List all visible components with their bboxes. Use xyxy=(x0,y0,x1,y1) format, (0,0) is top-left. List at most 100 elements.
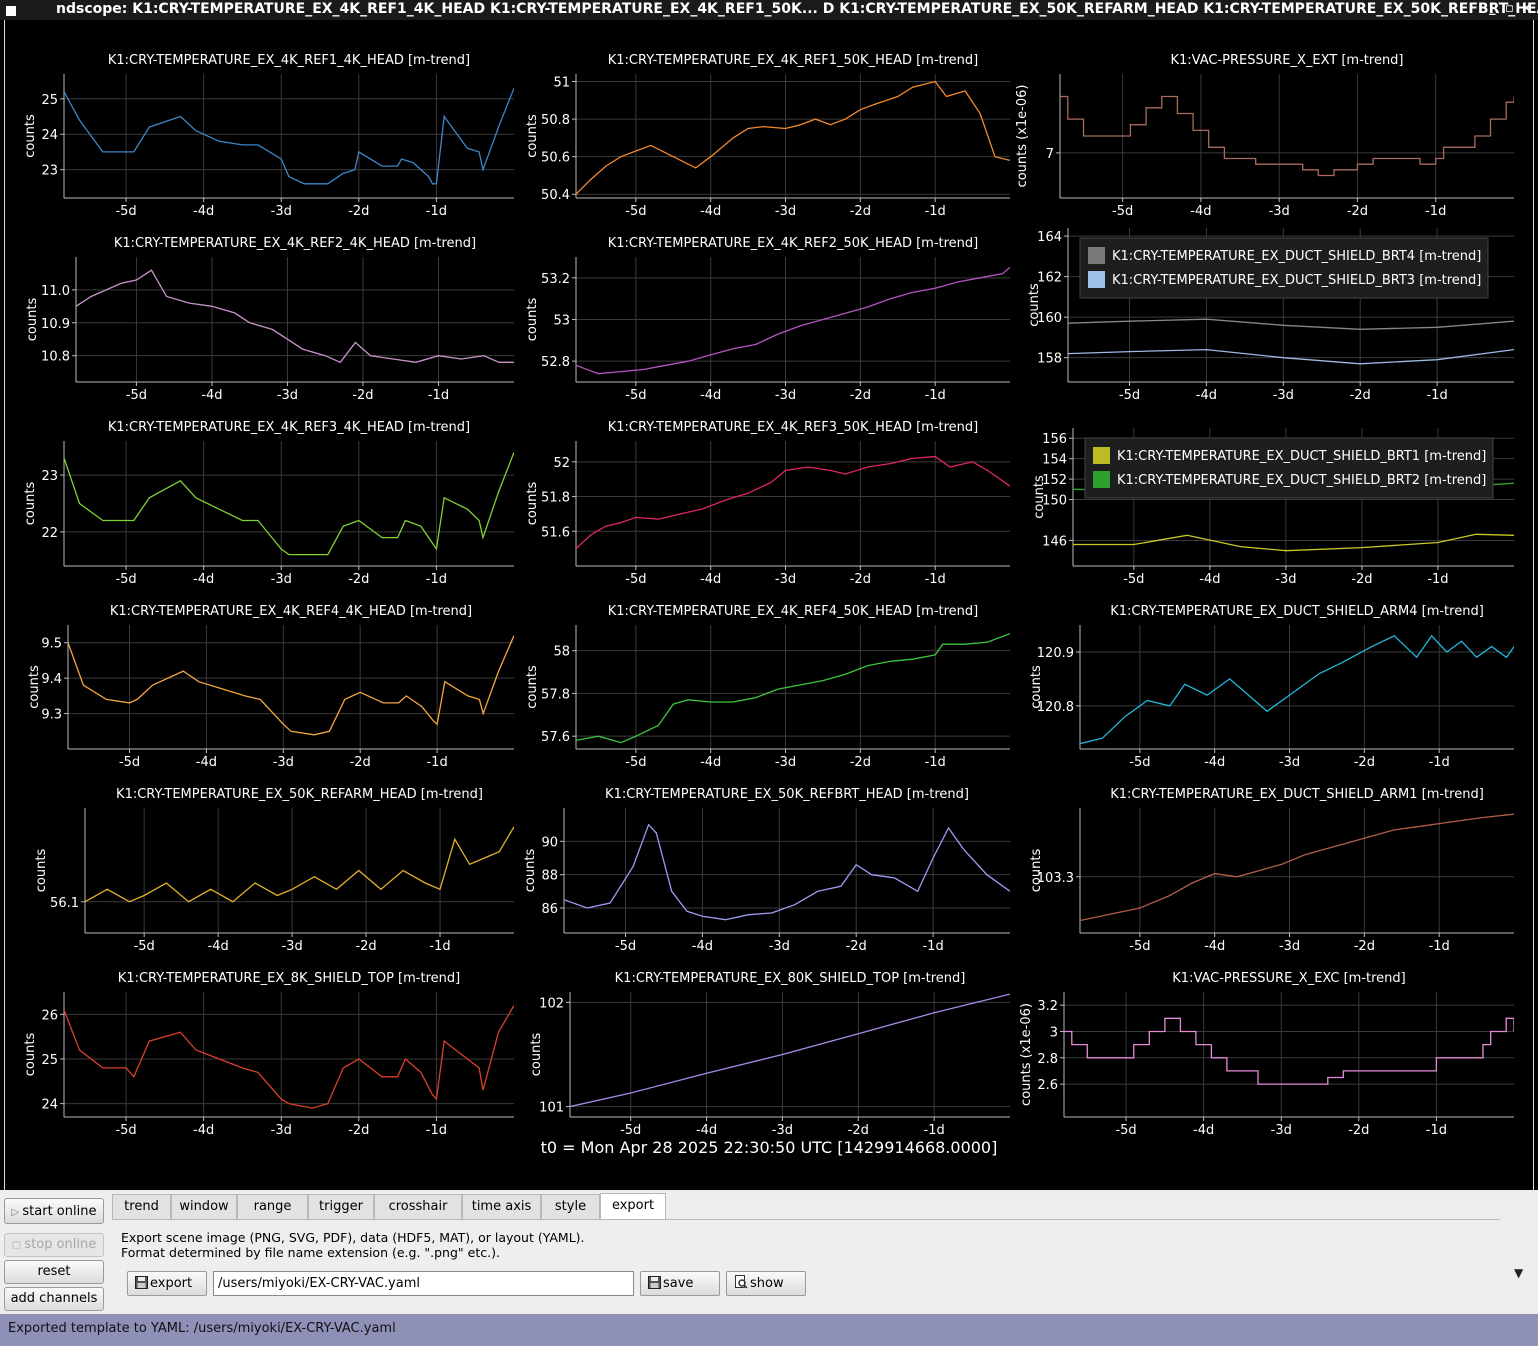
chart-2[interactable]: -5d -4d -3d -2d -1d 50.4 50.6 50.8 51 counts K1:CR… xyxy=(525,53,1010,219)
y-tick-label: 52.8 xyxy=(541,355,570,370)
series-line xyxy=(76,269,514,364)
tab-time-axis[interactable]: time axis xyxy=(462,1194,541,1219)
chart-3[interactable]: -5d -4d -3d -2d -1d 7 counts (x1e-06) K1:VAC-PR… xyxy=(1015,53,1514,219)
chevron-down-icon[interactable]: ▼ xyxy=(1514,1266,1524,1280)
y-tick-label: 152 xyxy=(1042,473,1067,488)
y-tick-label: 3.2 xyxy=(1037,999,1058,1014)
y-axis-label: counts xyxy=(1029,665,1044,709)
x-tick-label: -4d xyxy=(700,755,721,770)
minimize-button[interactable]: _ xyxy=(1489,1,1496,16)
legend-label: K1:CRY-TEMPERATURE_EX_DUCT_SHIELD_BRT2 [… xyxy=(1117,473,1486,488)
y-tick-label: 158 xyxy=(1037,352,1062,367)
x-tick-label: -5d xyxy=(115,572,136,587)
export-button[interactable]: export xyxy=(127,1271,207,1296)
x-tick-label: -3d xyxy=(775,572,796,587)
y-tick-label: 102 xyxy=(539,996,564,1011)
tab-trigger[interactable]: trigger xyxy=(308,1194,374,1219)
chart-11[interactable]: -5d -4d -3d -2d -1d 57.6 57.8 58 counts K1:CRY-TE… xyxy=(525,604,1010,770)
chart-title: K1:CRY-TEMPERATURE_EX_8K_SHIELD_TOP [m-t… xyxy=(118,971,460,986)
chart-17[interactable]: -5d -4d -3d -2d -1d 101 102 counts K1:CRY-TEMPER… xyxy=(529,971,1010,1138)
x-tick-label: -4d xyxy=(1193,1123,1214,1138)
tab-crosshair[interactable]: crosshair xyxy=(374,1194,462,1219)
chart-title: K1:CRY-TEMPERATURE_EX_4K_REF1_4K_HEAD [m… xyxy=(108,53,470,68)
series-line xyxy=(576,80,1010,195)
start-online-button[interactable]: ▷ start online xyxy=(4,1198,104,1224)
series-line xyxy=(576,632,1010,744)
y-axis-label: counts (x1e-06) xyxy=(1019,1003,1034,1106)
reset-button[interactable]: reset xyxy=(4,1260,104,1284)
add-channels-button[interactable]: add channels xyxy=(4,1287,104,1311)
series-line xyxy=(1080,634,1514,745)
save-button-label: save xyxy=(663,1276,694,1291)
save-button[interactable]: save xyxy=(640,1271,720,1296)
x-tick-label: -5d xyxy=(115,1123,136,1138)
x-tick-label: -3d xyxy=(775,388,796,403)
tab-range[interactable]: range xyxy=(237,1194,308,1219)
y-axis-label: counts xyxy=(525,298,540,342)
x-tick-label: -2d xyxy=(1350,388,1371,403)
x-tick-label: -1d xyxy=(1429,755,1450,770)
y-tick-label: 120.8 xyxy=(1037,700,1074,715)
x-tick-label: -4d xyxy=(196,755,217,770)
legend-swatch xyxy=(1093,471,1110,488)
stop-online-label: stop online xyxy=(24,1237,97,1252)
x-tick-label: -4d xyxy=(700,388,721,403)
x-tick-label: -3d xyxy=(273,755,294,770)
y-axis-label: counts xyxy=(25,298,40,342)
chart-title: K1:CRY-TEMPERATURE_EX_50K_REFARM_HEAD [m… xyxy=(116,787,483,802)
x-tick-label: -3d xyxy=(769,939,790,954)
x-tick-label: -3d xyxy=(772,1123,793,1138)
y-tick-label: 11.0 xyxy=(41,284,70,299)
y-tick-label: 52 xyxy=(553,456,570,471)
x-tick-label: -5d xyxy=(119,755,140,770)
y-axis-label: counts xyxy=(523,849,538,893)
status-bar: Exported template to YAML: /users/miyoki… xyxy=(0,1314,1538,1346)
window-menu-icon[interactable] xyxy=(6,6,16,16)
x-tick-label: -4d xyxy=(700,572,721,587)
chart-8[interactable]: -5d -4d -3d -2d -1d 51.6 51.8 52 counts K1:CRY-TE… xyxy=(525,420,1010,587)
y-axis-label: counts xyxy=(525,665,540,709)
x-tick-label: -4d xyxy=(700,204,721,219)
y-tick-label: 23 xyxy=(41,164,58,179)
x-tick-label: -5d xyxy=(615,939,636,954)
x-tick-label: -2d xyxy=(848,1123,869,1138)
y-tick-label: 10.9 xyxy=(41,317,70,332)
export-path-input[interactable]: /users/miyoki/EX-CRY-VAC.yaml xyxy=(213,1271,634,1296)
chart-6[interactable]: -5d -4d -3d -2d -1d 158 160 162 164 counts K1:CRY-… xyxy=(1027,228,1514,403)
y-tick-label: 24 xyxy=(41,128,58,143)
x-tick-label: -5d xyxy=(625,204,646,219)
stop-online-button[interactable]: ▢ stop online xyxy=(4,1233,104,1257)
y-tick-label: 9.3 xyxy=(41,708,62,723)
x-tick-label: -2d xyxy=(850,572,871,587)
play-icon: ▷ xyxy=(11,1207,23,1218)
chart-10[interactable]: -5d -4d -3d -2d -1d 9.3 9.4 9.5 counts K1:CRY-TEM… xyxy=(27,604,514,770)
tab-export[interactable]: export xyxy=(600,1193,666,1220)
legend-label: K1:CRY-TEMPERATURE_EX_DUCT_SHIELD_BRT1 [… xyxy=(1117,449,1486,464)
chart-title: K1:CRY-TEMPERATURE_EX_50K_REFBRT_HEAD [m… xyxy=(605,787,969,802)
tab-window[interactable]: window xyxy=(171,1194,237,1219)
x-tick-label: -5d xyxy=(1112,204,1133,219)
y-tick-label: 10.8 xyxy=(41,350,70,365)
y-axis-label: counts xyxy=(1029,849,1044,893)
show-button[interactable]: show xyxy=(726,1271,806,1296)
maximize-button[interactable]: ▫ xyxy=(1505,1,1514,16)
close-button[interactable]: × xyxy=(1521,1,1532,16)
plot-grid[interactable]: -5d -4d -3d -2d -1d232425countsK1:CRY-TEMPER… xyxy=(0,0,1538,1190)
y-tick-label: 53 xyxy=(553,314,570,329)
plot-scene[interactable] xyxy=(4,20,1534,1190)
chart-12[interactable]: -5d -4d -3d -2d -1d 120.8 120.9 counts K1:CRY-TE… xyxy=(1029,604,1514,770)
chart-9[interactable]: -5d -4d -3d -2d -1d 146 150 152 154 156 counts K1:C… xyxy=(1032,428,1514,587)
x-tick-label: -5d xyxy=(620,1123,641,1138)
y-axis-label: counts xyxy=(23,482,38,526)
tab-style[interactable]: style xyxy=(541,1194,600,1219)
tab-trend[interactable]: trend xyxy=(112,1194,171,1219)
